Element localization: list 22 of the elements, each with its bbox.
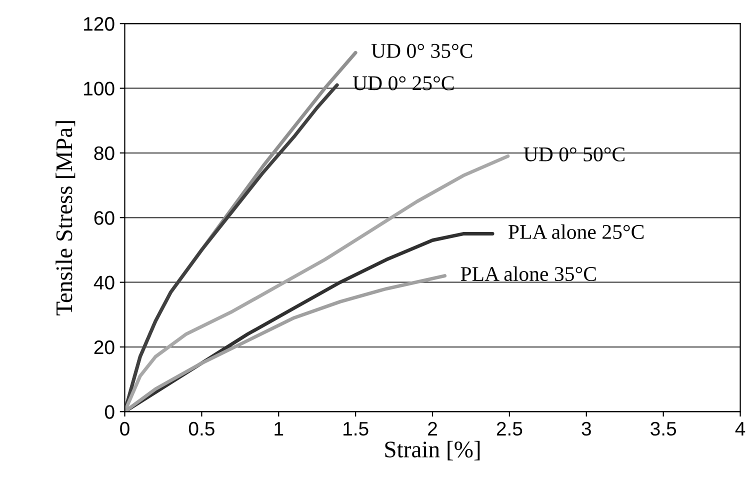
series-label: UD 0° 25°C	[352, 76, 454, 90]
series-label: PLA alone 35°C	[460, 266, 596, 282]
y-tick-label: 40	[94, 276, 114, 290]
series-label: UD 0° 35°C	[371, 44, 472, 58]
x-tick-label: 2.5	[496, 422, 522, 436]
y-axis-title: Tensile Stress [MPa]	[56, 121, 76, 316]
x-axis-title: Strain [%]	[385, 440, 480, 460]
x-tick-label: 3	[582, 422, 591, 436]
y-tick-label: 20	[94, 340, 114, 354]
y-tick-label: 0	[104, 405, 114, 419]
x-tick-label: 1	[274, 422, 284, 436]
y-tick-label: 120	[84, 17, 114, 31]
y-tick-label: 100	[84, 82, 114, 96]
x-tick-label: 3.5	[650, 422, 676, 436]
x-tick-label: 4	[735, 422, 746, 436]
x-tick-label: 0	[120, 422, 130, 436]
x-tick-label: 0.5	[188, 422, 214, 436]
x-tick-label: 1.5	[344, 422, 368, 436]
series-label: PLA alone 25°C	[508, 224, 644, 239]
x-tick-label: 2	[428, 422, 437, 436]
y-tick-label: 60	[94, 211, 114, 225]
y-tick-label: 80	[94, 146, 114, 160]
